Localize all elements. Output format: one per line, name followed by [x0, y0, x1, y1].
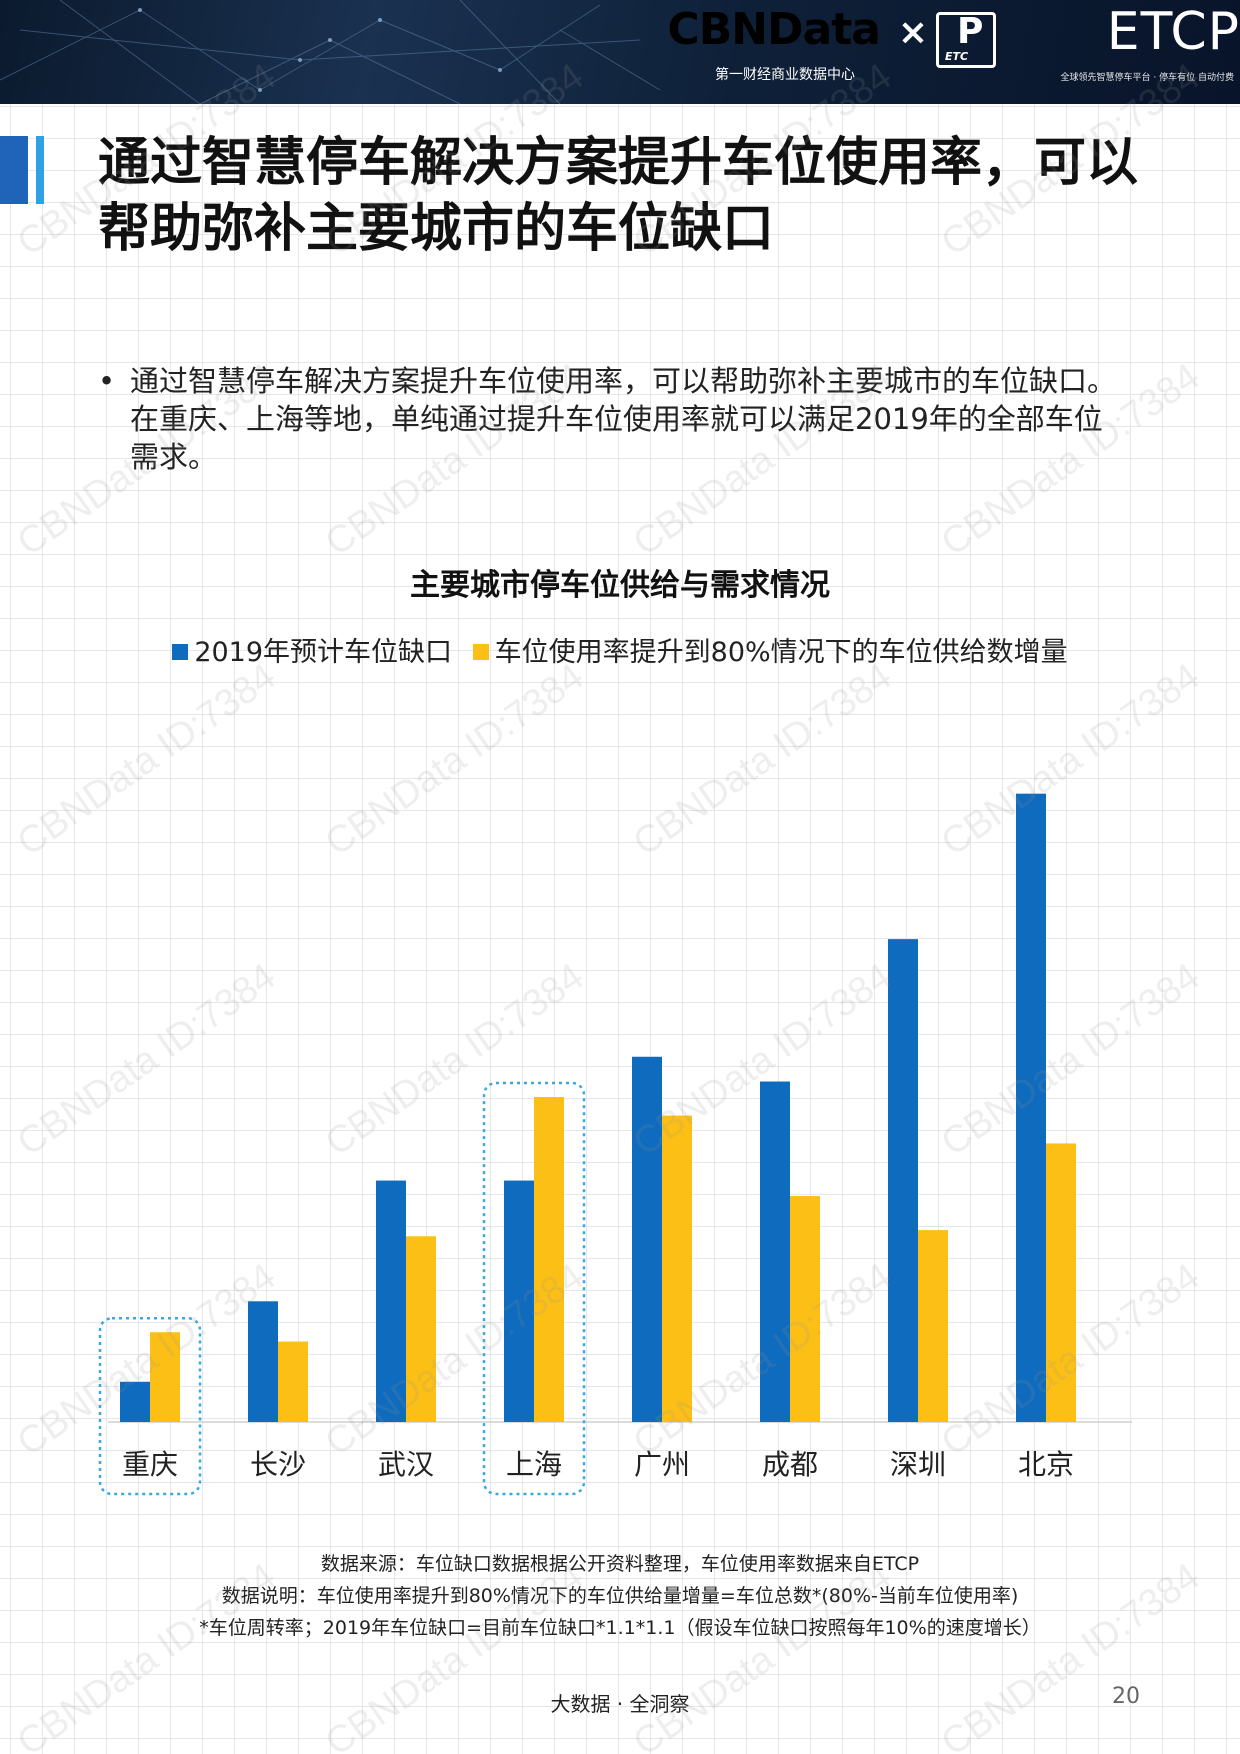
highlight-box-3 [482, 1081, 586, 1496]
category-label-5: 成都 [762, 1448, 818, 1481]
etcp-logo: ETCP [1106, 2, 1240, 62]
bar-supply-7 [1046, 1143, 1076, 1422]
etc-logo-label: ETC [945, 50, 969, 63]
category-label-0: 重庆 [122, 1448, 178, 1481]
legend-item-supply: 车位使用率提升到80%情况下的车位供给数增量 [472, 630, 1068, 669]
etc-logo-p: P [957, 11, 984, 52]
etcp-tagline: 全球领先智慧停车平台 · 停车有位 自动付费 [1060, 73, 1234, 83]
cbndata-tagline: 第一财经商业数据中心 [715, 67, 855, 83]
cross-icon: × [897, 12, 928, 53]
page-title: 通过智慧停车解决方案提升车位使用率，可以帮助弥补主要城市的车位缺口 [98, 133, 1139, 259]
category-label-6: 深圳 [890, 1448, 946, 1481]
etc-logo-icon: P ETC [936, 11, 996, 68]
page-number: 20 [1112, 1684, 1140, 1709]
chart-notes: 数据来源：车位缺口数据根据公开资料整理，车位使用率数据来自ETCP 数据说明：车… [0, 1548, 1240, 1644]
category-label-7: 北京 [1018, 1448, 1074, 1481]
category-label-2: 武汉 [378, 1448, 434, 1481]
bar-gap-1 [248, 1301, 278, 1422]
category-label-3: 上海 [506, 1448, 562, 1481]
category-label-1: 长沙 [250, 1448, 306, 1481]
bar-gap-6 [888, 939, 918, 1422]
cbndata-logo: CBNData [667, 4, 881, 55]
note-source: 数据来源：车位缺口数据根据公开资料整理，车位使用率数据来自ETCP [320, 1553, 920, 1575]
note-explanation: 数据说明：车位使用率提升到80%情况下的车位供给量增量=车位总数*(80%-当前… [221, 1585, 1019, 1607]
footer-slogan: 大数据 · 全洞察 [550, 1692, 690, 1716]
chart-title: 主要城市停车位供给与需求情况 [410, 568, 830, 603]
bar-supply-6 [918, 1230, 948, 1422]
category-label-4: 广州 [634, 1448, 690, 1481]
header-banner: CBNData 第一财经商业数据中心 × P ETC ETCP 全球领先智慧停车… [0, 0, 1240, 104]
bullet-dot: • [98, 364, 116, 398]
bar-gap-0 [120, 1381, 150, 1422]
bullet-text: 通过智慧停车解决方案提升车位使用率，可以帮助弥补主要城市的车位缺口。在重庆、上海… [130, 364, 1117, 474]
bar-supply-2 [406, 1236, 436, 1422]
legend-label-supply: 车位使用率提升到80%情况下的车位供给数增量 [494, 637, 1068, 668]
bar-supply-1 [278, 1341, 308, 1422]
legend-item-gap: 2019年预计车位缺口 [172, 630, 452, 669]
network-background-graphic [0, 0, 661, 104]
note-assumption: *车位周转率；2019年车位缺口=目前车位缺口*1.1*1.1（假设车位缺口按照… [199, 1617, 1041, 1639]
title-accent-bar-thin [36, 136, 44, 204]
title-accent-bar [0, 136, 28, 204]
legend-swatch-yellow [472, 643, 489, 660]
bar-gap-4 [632, 1056, 662, 1422]
bar-gap-2 [376, 1180, 406, 1422]
bar-gap-7 [1016, 793, 1046, 1422]
legend-label-gap: 2019年预计车位缺口 [194, 637, 453, 668]
bar-supply-0 [150, 1332, 180, 1422]
bar-gap-5 [760, 1081, 790, 1422]
legend-swatch-blue [172, 643, 189, 660]
highlight-box-0 [98, 1316, 202, 1496]
bar-supply-4 [662, 1115, 692, 1422]
bar-gap-3 [504, 1180, 534, 1422]
chart-legend: 2019年预计车位缺口 车位使用率提升到80%情况下的车位供给数增量 [0, 630, 1240, 669]
bar-supply-3 [534, 1097, 564, 1422]
bar-chart: 重庆 长沙 武汉 上海 广州 成都 深圳 北京 [98, 793, 1132, 1496]
bar-supply-5 [790, 1196, 820, 1422]
